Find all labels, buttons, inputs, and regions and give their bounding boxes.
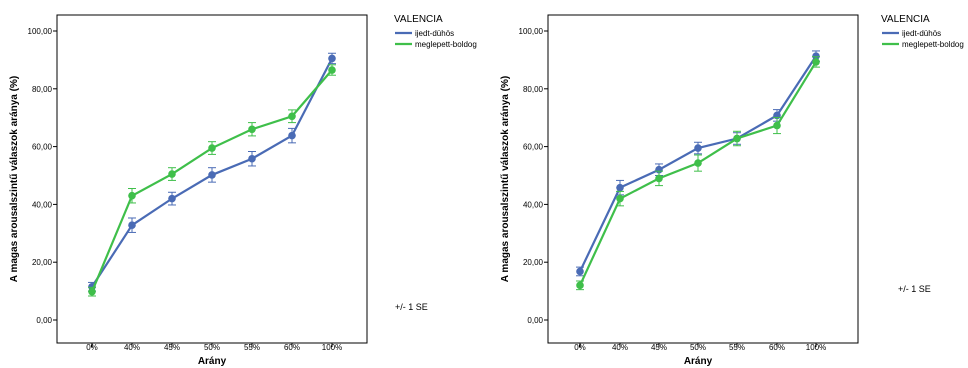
x-tick-label: 60% bbox=[284, 343, 300, 352]
legend-title: VALENCIA bbox=[394, 14, 443, 25]
y-tick-label: 100,00 bbox=[28, 27, 53, 36]
y-tick-label: 0,00 bbox=[527, 316, 543, 325]
x-tick-label: 0% bbox=[86, 343, 98, 352]
data-point bbox=[128, 191, 136, 200]
data-point bbox=[248, 154, 256, 163]
data-point bbox=[248, 125, 256, 134]
x-tick-label: 50% bbox=[690, 343, 706, 352]
y-tick-label: 40,00 bbox=[523, 200, 544, 209]
data-point bbox=[733, 134, 741, 143]
data-point bbox=[288, 131, 296, 140]
y-tick-label: 80,00 bbox=[32, 85, 53, 94]
data-point bbox=[128, 221, 136, 230]
data-point bbox=[208, 144, 216, 152]
x-tick-label: 60% bbox=[769, 343, 785, 352]
legend-title: VALENCIA bbox=[881, 14, 930, 25]
x-tick-label: 55% bbox=[729, 343, 745, 352]
y-tick-label: 0,00 bbox=[36, 316, 52, 325]
legend-label: meglepett-boldog bbox=[902, 40, 964, 49]
y-axis-title: A magas arousalszintű válaszok aránya (%… bbox=[9, 76, 20, 282]
x-tick-label: 100% bbox=[806, 343, 826, 352]
y-axis-title: A magas arousalszintű válaszok aránya (%… bbox=[500, 76, 511, 282]
y-tick-label: 60,00 bbox=[32, 143, 53, 152]
x-axis-title: Arány bbox=[198, 356, 227, 367]
data-point bbox=[168, 170, 176, 178]
y-tick-label: 40,00 bbox=[32, 200, 53, 209]
data-point bbox=[88, 287, 96, 296]
data-point bbox=[288, 112, 296, 121]
y-tick-label: 80,00 bbox=[523, 85, 544, 94]
data-point bbox=[328, 66, 336, 74]
x-axis-title: Arány bbox=[684, 356, 713, 367]
data-point bbox=[576, 267, 584, 276]
data-point bbox=[616, 183, 624, 192]
y-tick-label: 60,00 bbox=[523, 143, 544, 152]
legend-label: ijedt-dühös bbox=[902, 29, 941, 38]
error-note: +/- 1 SE bbox=[898, 284, 931, 294]
data-point bbox=[773, 121, 781, 130]
x-tick-label: 0% bbox=[574, 343, 586, 352]
data-point bbox=[576, 281, 584, 290]
legend-label: ijedt-dühös bbox=[415, 29, 454, 38]
data-point bbox=[655, 174, 663, 183]
data-point bbox=[168, 194, 176, 203]
x-tick-label: 40% bbox=[124, 343, 140, 352]
x-tick-label: 50% bbox=[204, 343, 220, 352]
data-point bbox=[694, 159, 702, 167]
x-tick-label: 45% bbox=[164, 343, 180, 352]
y-tick-label: 100,00 bbox=[519, 27, 544, 36]
data-point bbox=[694, 144, 702, 152]
data-point bbox=[812, 52, 820, 60]
x-tick-label: 100% bbox=[322, 343, 342, 352]
x-tick-label: 40% bbox=[612, 343, 628, 352]
x-tick-label: 45% bbox=[651, 343, 667, 352]
y-tick-label: 20,00 bbox=[32, 258, 53, 267]
legend-label: meglepett-boldog bbox=[415, 40, 477, 49]
data-point bbox=[328, 54, 336, 63]
error-note: +/- 1 SE bbox=[395, 302, 428, 312]
data-point bbox=[616, 194, 624, 203]
data-point bbox=[812, 58, 820, 66]
x-tick-label: 55% bbox=[244, 343, 260, 352]
data-point bbox=[208, 171, 216, 179]
y-tick-label: 20,00 bbox=[523, 258, 544, 267]
